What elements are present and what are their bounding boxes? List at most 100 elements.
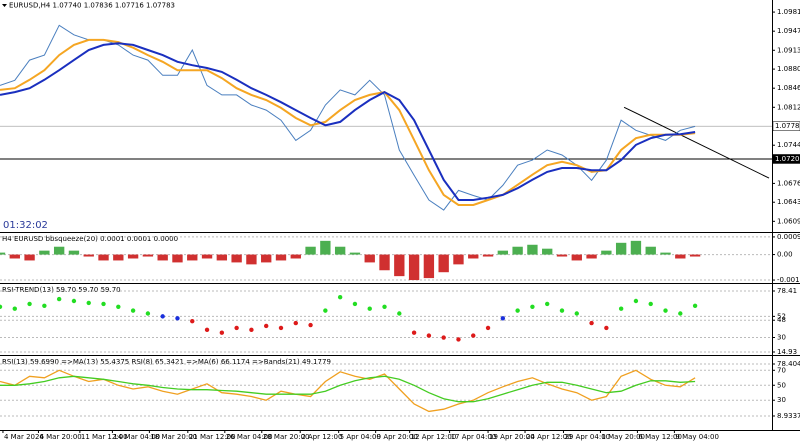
histogram-bar: [98, 254, 109, 261]
x-tick-label: 11 Mar 12:00: [81, 433, 128, 441]
trend-dot: [56, 296, 62, 302]
x-tick-label: 6 Mar 20:00: [39, 433, 81, 441]
y-tick-label: 78.41: [777, 287, 797, 295]
histogram-bar: [68, 250, 80, 255]
x-tick-label: 14 Mar 04:00: [113, 433, 160, 441]
x-tick-label: 9 Apr 20:00: [377, 433, 418, 441]
histogram-bar: [364, 254, 375, 263]
trendline: [623, 106, 770, 179]
y-tick-label: 1.09135: [777, 46, 800, 54]
trend-dot: [648, 301, 653, 307]
x-tick-label: 19 Apr 20:00: [489, 433, 535, 441]
trend-dot: [471, 333, 476, 338]
trend-dot: [145, 311, 151, 316]
histogram-bar: [542, 248, 553, 255]
x-tick-label: 18 Mar 20:00: [150, 433, 197, 441]
y-tick-label: 0.0009: [777, 233, 800, 241]
trend-dot: [337, 294, 343, 300]
x-tick-label: 9 May 04:00: [675, 433, 719, 441]
y-tick-label: 1.08800: [777, 65, 800, 73]
price-label: 1.07200: [775, 155, 800, 163]
series-line: [0, 369, 696, 413]
histogram-bar: [0, 252, 6, 255]
trend-dot: [42, 303, 47, 309]
trend-dot: [456, 337, 461, 342]
trend-dot: [27, 301, 32, 307]
histogram-bar: [571, 254, 582, 261]
price-label-box: [772, 121, 800, 131]
histogram-bar: [172, 254, 183, 263]
trend-dot: [604, 325, 609, 331]
series-line: [0, 375, 696, 403]
trend-dot: [234, 325, 239, 331]
histogram-bar: [187, 254, 198, 261]
trend-dot: [426, 333, 432, 338]
x-tick-label: 12 Apr 12:00: [411, 433, 457, 441]
x-tick-label: 29 Apr 04:00: [564, 433, 610, 441]
y-tick-label: 30: [777, 334, 786, 342]
x-tick-label: 1 May 20:00: [601, 433, 645, 441]
histogram-bar: [216, 254, 228, 261]
histogram-bar: [394, 254, 405, 277]
price-label-box: [772, 154, 800, 164]
trend-dot: [678, 311, 683, 316]
y-tick-label: 1.06765: [777, 179, 800, 187]
y-tick-label: 48: [777, 316, 786, 324]
x-tick-label: 2 Apr 12:00: [301, 433, 342, 441]
trend-dot: [249, 327, 254, 333]
series-line: [0, 42, 696, 201]
histogram-bar: [24, 254, 35, 261]
trend-dot: [86, 300, 91, 306]
indicator-title: RSI-TREND(13) 59.70 59.70 59.70: [2, 286, 121, 294]
histogram-bar: [423, 254, 435, 279]
y-tick-label: 1.08460: [777, 84, 800, 92]
trend-dot: [559, 308, 565, 313]
histogram-bar: [9, 254, 20, 259]
histogram-bar: [586, 254, 597, 259]
histogram-bar: [275, 254, 287, 261]
histogram-bar: [512, 246, 523, 255]
histogram-bar: [675, 254, 686, 259]
trend-dot: [204, 327, 210, 333]
histogram-bar: [468, 254, 479, 259]
y-tick-label: 70: [777, 366, 786, 374]
trend-dot: [293, 320, 298, 326]
trend-dot: [130, 308, 136, 313]
trend-dot: [397, 311, 402, 316]
x-tick-label: 6 May 12:00: [638, 433, 682, 441]
y-tick-label: 78.4045: [777, 360, 800, 368]
y-tick-label: 1.09815: [777, 8, 800, 16]
menu-arrow[interactable]: [2, 4, 7, 7]
indicator-title: H4 EURUSD bbsqueeze(20) 0.0001 0.0001 0.…: [2, 235, 178, 243]
x-tick-label: 17 Apr 04:00: [451, 433, 497, 441]
y-tick-label: 50: [777, 381, 786, 389]
trend-dot: [190, 318, 195, 324]
trend-dot: [12, 306, 17, 311]
trend-dot: [692, 303, 698, 309]
histogram-bar: [113, 254, 124, 261]
histogram-bar: [408, 254, 420, 281]
trend-dot: [160, 314, 165, 319]
trend-dot: [411, 330, 417, 335]
histogram-bar: [453, 254, 464, 265]
histogram-bar: [83, 254, 94, 257]
trend-dot: [0, 304, 3, 309]
histogram-bar: [157, 254, 168, 261]
y-tick-label: 0.00: [777, 251, 793, 259]
histogram-bar: [231, 254, 242, 263]
trend-dot: [663, 308, 668, 313]
histogram-bar: [645, 246, 656, 255]
trend-dot: [485, 325, 491, 331]
trend-dot: [323, 308, 328, 313]
y-tick-label: 8.9337: [777, 412, 800, 420]
histogram-bar: [660, 252, 671, 255]
histogram-bar: [349, 252, 361, 255]
trend-dot: [308, 322, 313, 328]
trend-dot: [545, 301, 550, 307]
y-tick-label: 1.06090: [777, 217, 800, 225]
histogram-bar: [142, 254, 154, 257]
trend-dot: [71, 298, 77, 304]
trend-dot: [264, 323, 269, 329]
trend-dot: [382, 304, 387, 309]
